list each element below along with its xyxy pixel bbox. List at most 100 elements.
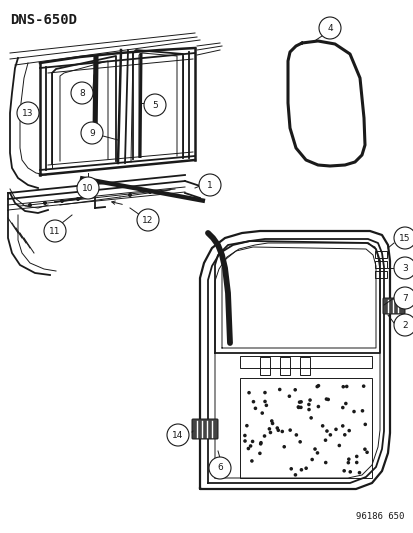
Circle shape bbox=[260, 411, 263, 415]
Circle shape bbox=[337, 443, 340, 447]
Circle shape bbox=[137, 209, 159, 231]
Circle shape bbox=[316, 384, 320, 387]
Bar bbox=[279, 357, 289, 375]
Text: 6: 6 bbox=[216, 464, 222, 472]
Circle shape bbox=[147, 190, 152, 194]
Circle shape bbox=[341, 385, 344, 389]
Circle shape bbox=[293, 388, 296, 392]
Circle shape bbox=[296, 405, 299, 409]
Circle shape bbox=[269, 419, 273, 423]
Circle shape bbox=[325, 398, 329, 401]
Circle shape bbox=[315, 451, 318, 455]
Circle shape bbox=[342, 469, 345, 473]
Circle shape bbox=[60, 199, 64, 203]
Text: 10: 10 bbox=[82, 183, 93, 192]
Circle shape bbox=[275, 426, 278, 430]
Circle shape bbox=[268, 431, 272, 434]
Circle shape bbox=[246, 447, 249, 450]
Circle shape bbox=[333, 427, 337, 431]
Circle shape bbox=[354, 455, 358, 458]
Circle shape bbox=[250, 440, 254, 443]
Circle shape bbox=[299, 400, 302, 403]
Circle shape bbox=[293, 473, 297, 477]
Circle shape bbox=[244, 424, 248, 427]
Circle shape bbox=[209, 457, 230, 479]
Circle shape bbox=[343, 402, 347, 405]
Text: 15: 15 bbox=[398, 233, 410, 243]
Bar bbox=[374, 271, 386, 278]
Circle shape bbox=[280, 430, 283, 433]
Circle shape bbox=[263, 391, 266, 394]
Circle shape bbox=[77, 177, 99, 199]
Circle shape bbox=[128, 193, 132, 197]
Circle shape bbox=[364, 450, 368, 454]
Circle shape bbox=[267, 427, 271, 431]
Circle shape bbox=[249, 459, 253, 463]
Circle shape bbox=[242, 439, 246, 443]
Circle shape bbox=[328, 433, 331, 437]
Circle shape bbox=[393, 227, 413, 249]
Circle shape bbox=[360, 409, 363, 413]
Circle shape bbox=[354, 461, 358, 464]
Circle shape bbox=[258, 442, 262, 446]
Circle shape bbox=[248, 444, 252, 448]
FancyBboxPatch shape bbox=[382, 298, 404, 314]
Circle shape bbox=[393, 287, 413, 309]
Circle shape bbox=[199, 174, 221, 196]
Circle shape bbox=[270, 422, 274, 425]
Circle shape bbox=[347, 429, 350, 432]
Text: 2: 2 bbox=[401, 320, 407, 329]
Circle shape bbox=[282, 445, 285, 449]
Circle shape bbox=[287, 394, 290, 398]
Circle shape bbox=[324, 397, 328, 401]
Circle shape bbox=[299, 406, 302, 409]
Circle shape bbox=[304, 466, 307, 470]
Circle shape bbox=[346, 457, 350, 461]
Circle shape bbox=[313, 447, 316, 451]
Bar bbox=[240, 378, 371, 478]
Bar bbox=[299, 357, 309, 375]
Circle shape bbox=[259, 441, 262, 445]
Circle shape bbox=[298, 440, 301, 443]
Circle shape bbox=[340, 424, 344, 427]
Circle shape bbox=[309, 416, 312, 419]
Circle shape bbox=[316, 405, 319, 408]
Circle shape bbox=[296, 406, 300, 409]
Circle shape bbox=[393, 314, 413, 336]
Circle shape bbox=[264, 403, 268, 407]
Circle shape bbox=[348, 470, 351, 474]
Circle shape bbox=[362, 447, 366, 451]
Circle shape bbox=[357, 471, 361, 474]
Circle shape bbox=[306, 408, 310, 411]
Bar bbox=[374, 251, 386, 258]
Circle shape bbox=[361, 384, 365, 388]
Circle shape bbox=[81, 122, 103, 144]
Circle shape bbox=[247, 391, 250, 394]
Circle shape bbox=[289, 467, 292, 471]
Bar bbox=[374, 261, 386, 268]
Circle shape bbox=[318, 17, 340, 39]
Circle shape bbox=[323, 461, 327, 464]
Circle shape bbox=[276, 429, 280, 432]
Text: 7: 7 bbox=[401, 294, 407, 303]
Circle shape bbox=[340, 406, 344, 409]
Circle shape bbox=[166, 424, 189, 446]
Circle shape bbox=[344, 385, 348, 388]
Circle shape bbox=[310, 458, 313, 462]
Circle shape bbox=[351, 410, 355, 414]
Circle shape bbox=[71, 82, 93, 104]
Circle shape bbox=[288, 429, 291, 432]
Circle shape bbox=[144, 94, 166, 116]
Bar bbox=[240, 356, 371, 368]
Text: 4: 4 bbox=[326, 23, 332, 33]
Circle shape bbox=[299, 468, 302, 472]
FancyBboxPatch shape bbox=[192, 419, 218, 439]
Circle shape bbox=[294, 433, 297, 437]
Circle shape bbox=[393, 257, 413, 279]
Circle shape bbox=[306, 402, 310, 406]
Circle shape bbox=[320, 424, 324, 427]
Circle shape bbox=[44, 220, 66, 242]
Circle shape bbox=[315, 385, 318, 389]
Circle shape bbox=[17, 102, 39, 124]
Circle shape bbox=[76, 197, 80, 201]
